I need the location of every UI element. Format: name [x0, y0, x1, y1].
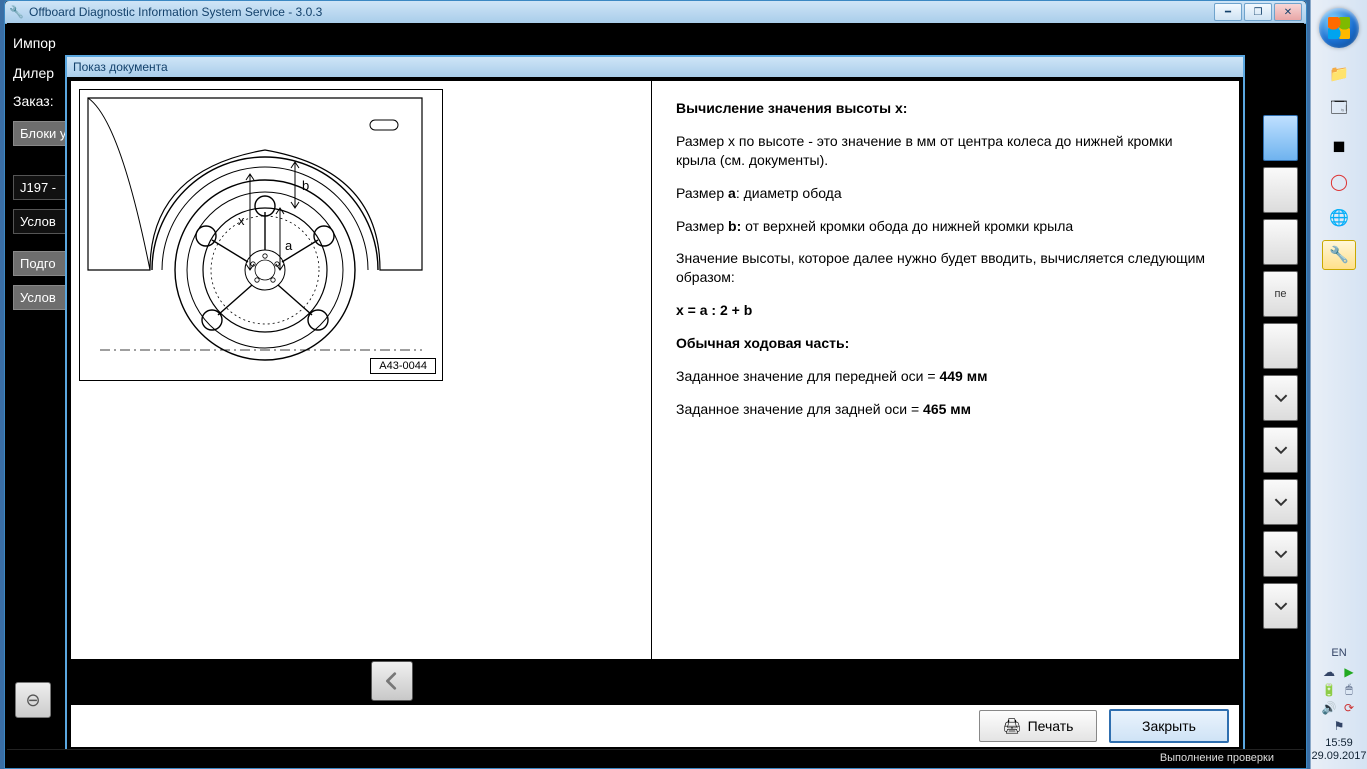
taskbar-opera-icon[interactable]: ◯	[1323, 168, 1355, 196]
right-btn-3[interactable]	[1263, 219, 1298, 265]
zoom-out-icon[interactable]: ⊖	[15, 682, 51, 718]
right-btn-4[interactable]: пе	[1263, 271, 1298, 317]
minimize-button[interactable]: ━	[1214, 3, 1242, 21]
tray-network-icon[interactable]: ☁	[1322, 665, 1336, 679]
title-bar: 🔧 Offboard Diagnostic Information System…	[5, 1, 1306, 24]
document-dialog: Показ документа	[65, 55, 1245, 753]
prev-page-button[interactable]	[371, 661, 413, 701]
right-btn-dd3[interactable]	[1263, 479, 1298, 525]
desc-b: Размер b: от верхней кромки обода до ниж…	[676, 217, 1215, 236]
right-btn-dd4[interactable]	[1263, 531, 1298, 577]
tray-flag-icon[interactable]: ⚑	[1332, 719, 1346, 733]
formula: x = a : 2 + b	[676, 302, 752, 318]
status-text: Выполнение проверки	[1160, 752, 1274, 764]
close-button[interactable]: Закрыть	[1109, 709, 1229, 743]
dialog-button-row: 🖨 Печать Закрыть	[71, 705, 1239, 747]
nav-dealer: Дилер	[13, 65, 54, 81]
fig-letter-x: x	[238, 213, 245, 228]
desc-calc: Значение высоты, которое далее нужно буд…	[676, 249, 1215, 287]
rear-axle-value: Заданное значение для задней оси = 465 м…	[676, 400, 1215, 419]
dialog-nav-bar	[71, 659, 1239, 703]
printer-icon: 🖨	[1003, 717, 1022, 735]
windows-taskbar: 📁 🗔 ◼ ◯ 🌐 🔧 EN ☁ ▶ 🔋 🖱 🔊 ⟳ ⚑ 15:59 29.09…	[1310, 0, 1367, 769]
clock-time: 15:59	[1311, 737, 1366, 750]
calc-heading: Вычисление значения высоты x:	[676, 100, 907, 116]
status-bar: Выполнение проверки	[7, 749, 1304, 766]
right-btn-5[interactable]	[1263, 323, 1298, 369]
fig-letter-a: a	[285, 238, 293, 253]
desc-x: Размер x по высоте - это значение в мм о…	[676, 132, 1215, 170]
nav-import: Импор	[13, 35, 56, 51]
clock-date: 29.09.2017	[1311, 750, 1366, 763]
right-btn-2[interactable]	[1263, 167, 1298, 213]
tray-device-icon[interactable]: 🖱	[1342, 683, 1356, 697]
taskbar-app-icon-1[interactable]: 🗔	[1323, 96, 1355, 124]
text-pane: Вычисление значения высоты x: Размер x п…	[651, 81, 1239, 681]
right-button-column: пе	[1263, 115, 1298, 629]
chassis-heading: Обычная ходовая часть:	[676, 335, 849, 351]
taskbar-odis-icon[interactable]: 🔧	[1322, 240, 1356, 270]
right-btn-dd1[interactable]	[1263, 375, 1298, 421]
figure-code: A43-0044	[370, 358, 436, 374]
window-title: Offboard Diagnostic Information System S…	[29, 5, 322, 19]
right-btn-dd5[interactable]	[1263, 583, 1298, 629]
dialog-body: x a b A43-0044 Вычисление значения высот…	[71, 81, 1239, 681]
tray-battery-icon[interactable]: 🔋	[1322, 683, 1336, 697]
start-button[interactable]	[1319, 8, 1359, 48]
maximize-button[interactable]: ❐	[1244, 3, 1272, 21]
tray-running-icon[interactable]: ▶	[1342, 665, 1356, 679]
taskbar-explorer-icon[interactable]: 📁	[1323, 60, 1355, 88]
diagram-pane: x a b A43-0044	[71, 81, 651, 681]
close-label: Закрыть	[1142, 718, 1196, 734]
taskbar-app-icon-2[interactable]: ◼	[1323, 132, 1355, 160]
fig-letter-b: b	[302, 178, 309, 193]
right-btn-1[interactable]	[1263, 115, 1298, 161]
app-icon: 🔧	[9, 5, 23, 19]
app-window: 🔧 Offboard Diagnostic Information System…	[4, 0, 1307, 769]
print-button[interactable]: 🖨 Печать	[979, 710, 1097, 742]
language-indicator[interactable]: EN	[1331, 647, 1346, 659]
app-body: Импор Дилер Заказ: Блоки у J197 - Услов …	[7, 23, 1304, 748]
taskbar-chrome-icon[interactable]: 🌐	[1323, 204, 1355, 232]
system-tray: EN ☁ ▶ 🔋 🖱 🔊 ⟳ ⚑ 15:59 29.09.2017	[1311, 643, 1367, 769]
tray-sync-icon[interactable]: ⟳	[1342, 701, 1356, 715]
nav-order: Заказ:	[13, 93, 54, 109]
desc-a: Размер a: диаметр обода	[676, 184, 1215, 203]
tray-volume-icon[interactable]: 🔊	[1322, 701, 1336, 715]
front-axle-value: Заданное значение для передней оси = 449…	[676, 367, 1215, 386]
dialog-title: Показ документа	[67, 57, 1243, 77]
print-label: Печать	[1028, 718, 1074, 734]
wheel-diagram: x a b A43-0044	[79, 89, 443, 381]
taskbar-clock[interactable]: 15:59 29.09.2017	[1311, 737, 1366, 763]
right-btn-dd2[interactable]	[1263, 427, 1298, 473]
close-window-button[interactable]: ✕	[1274, 3, 1302, 21]
